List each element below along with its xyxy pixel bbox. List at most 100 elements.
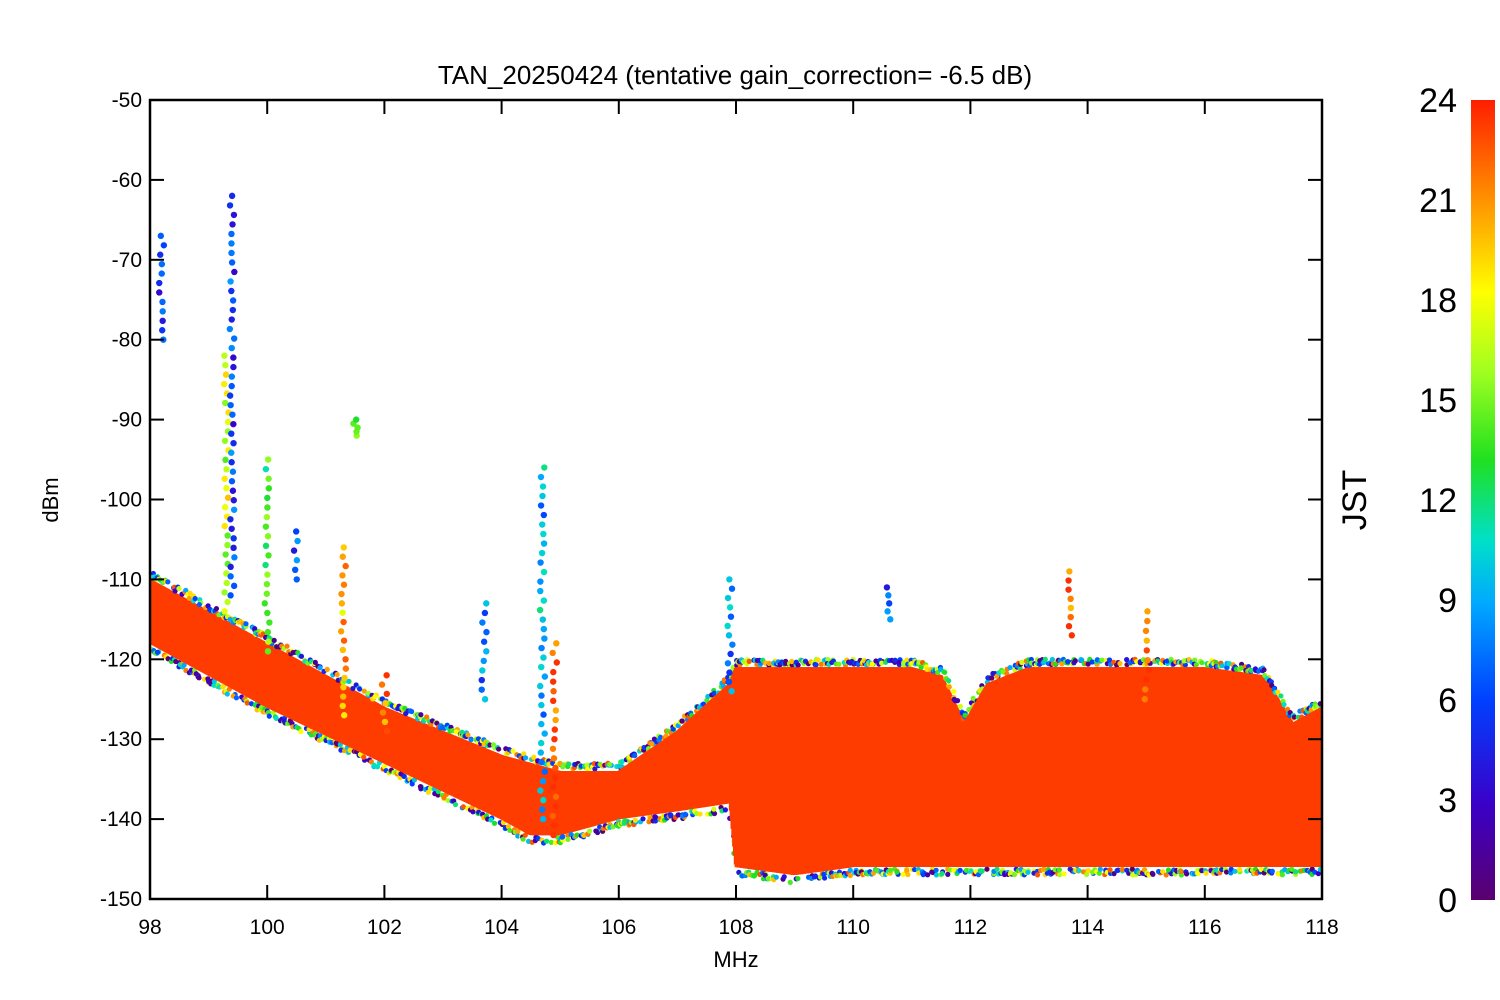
lower-edge-point xyxy=(401,773,407,780)
lower-edge-point xyxy=(1115,867,1121,873)
carrier-spike-point xyxy=(340,637,348,644)
upper-edge-point xyxy=(1281,702,1287,708)
lower-edge-point xyxy=(544,838,550,844)
lower-edge-point xyxy=(994,866,1000,872)
upper-edge-point xyxy=(317,665,323,671)
carrier-spike-point xyxy=(727,613,735,620)
carrier-spike-point xyxy=(481,609,489,617)
carrier-spike-point xyxy=(885,600,893,607)
lower-edge-point xyxy=(945,871,951,877)
upper-edge-point xyxy=(165,579,171,585)
y-tick-label: -100 xyxy=(100,489,142,512)
carrier-spike-point xyxy=(228,478,236,485)
upper-edge-point xyxy=(918,664,924,671)
carrier-spike-point xyxy=(538,720,545,728)
upper-edge-point xyxy=(408,708,415,715)
carrier-spike-point xyxy=(551,736,558,743)
lower-edge-point xyxy=(632,817,638,823)
lower-edge-point xyxy=(1315,871,1322,877)
carrier-spike-point xyxy=(228,344,235,352)
carrier-spike-point xyxy=(340,581,348,588)
upper-edge-point xyxy=(607,761,613,768)
axis-ticks: 98 100 102 104 106 108 110 112 114 116 118 -50 -60 -7… xyxy=(100,89,1339,939)
upper-edge-point xyxy=(418,712,424,718)
carrier-spike-point xyxy=(552,793,560,800)
carrier-spike-point xyxy=(541,730,548,737)
carrier-spike-point xyxy=(552,803,559,810)
lower-edge-point xyxy=(1096,870,1102,876)
carrier-spike-point xyxy=(290,547,298,554)
lower-edge-point xyxy=(418,786,424,792)
carrier-spike-point xyxy=(553,659,560,666)
carrier-spike-point xyxy=(1065,586,1072,593)
carrier-spike-point xyxy=(228,287,235,295)
colorbar-tick-label: 21 xyxy=(1419,182,1457,220)
carrier-spike-point xyxy=(1144,656,1151,664)
upper-edge-point xyxy=(510,748,516,754)
colorbar xyxy=(1471,100,1495,900)
carrier-spike-point xyxy=(483,648,490,655)
carrier-spike-point xyxy=(1145,666,1152,674)
lower-edge-point xyxy=(460,804,466,810)
carrier-spike-point xyxy=(552,764,559,772)
lower-edge-point xyxy=(900,871,906,878)
carrier-spike-point xyxy=(552,707,560,714)
upper-edge-point xyxy=(213,605,220,612)
carrier-spike-point xyxy=(264,571,271,578)
carrier-spike-point xyxy=(539,492,546,500)
upper-edge-point xyxy=(1124,657,1130,663)
x-tick-label: 100 xyxy=(250,916,285,939)
lower-edge-point xyxy=(586,828,593,834)
upper-edge-point xyxy=(904,657,910,663)
lower-edge-point xyxy=(781,874,787,880)
carrier-spike-point xyxy=(230,335,238,342)
colorbar-tick-label: 24 xyxy=(1419,82,1457,120)
carrier-spike-point xyxy=(339,572,346,579)
lower-edge-point xyxy=(1237,867,1243,873)
lower-edge-point xyxy=(409,781,415,787)
upper-edge-point xyxy=(424,714,430,720)
carrier-spike-point xyxy=(340,618,347,626)
carrier-spike-point xyxy=(725,678,733,686)
upper-edge-point xyxy=(1193,662,1199,668)
carrier-spike-point xyxy=(223,579,230,587)
carrier-spike-point xyxy=(231,268,238,276)
carrier-spike-point xyxy=(728,585,736,592)
upper-edge-point xyxy=(324,666,330,672)
carrier-spike-point xyxy=(221,352,228,359)
upper-edge-point xyxy=(1275,689,1281,695)
lower-edge-point xyxy=(470,809,476,815)
lower-edge-point xyxy=(1076,867,1082,874)
carrier-spike-point xyxy=(224,418,232,426)
carrier-spike-point xyxy=(382,700,389,707)
upper-edge-point xyxy=(1072,658,1078,664)
upper-edge-point xyxy=(1028,656,1034,663)
lower-edge-point xyxy=(1269,868,1275,874)
upper-edge-point xyxy=(1019,659,1025,666)
upper-edge-point xyxy=(869,661,875,667)
carrier-spike-point xyxy=(550,755,558,762)
carrier-spike-point xyxy=(264,456,272,463)
carrier-spike-point xyxy=(220,380,228,388)
carrier-spike-point xyxy=(540,654,547,661)
carrier-spike-point xyxy=(479,619,486,626)
carrier-spike-point xyxy=(224,541,231,549)
upper-edge-point xyxy=(592,766,598,772)
lower-edge-point xyxy=(682,811,688,817)
carrier-spike-point xyxy=(537,739,545,747)
lower-edge-point xyxy=(675,812,681,818)
upper-edge-point xyxy=(1065,659,1071,665)
lower-edge-point xyxy=(1107,867,1113,873)
carrier-spike-point xyxy=(537,587,544,595)
carrier-spike-point xyxy=(156,289,163,296)
lower-edge-point xyxy=(697,811,703,817)
carrier-spike-point xyxy=(292,528,300,535)
carrier-spike-point xyxy=(887,616,894,623)
lower-edge-point xyxy=(722,807,729,813)
upper-edge-point xyxy=(789,658,795,665)
carrier-spike-point xyxy=(537,682,544,690)
lower-edge-point xyxy=(565,836,571,843)
carrier-spike-point xyxy=(539,483,547,490)
carrier-spike-point xyxy=(537,749,544,756)
